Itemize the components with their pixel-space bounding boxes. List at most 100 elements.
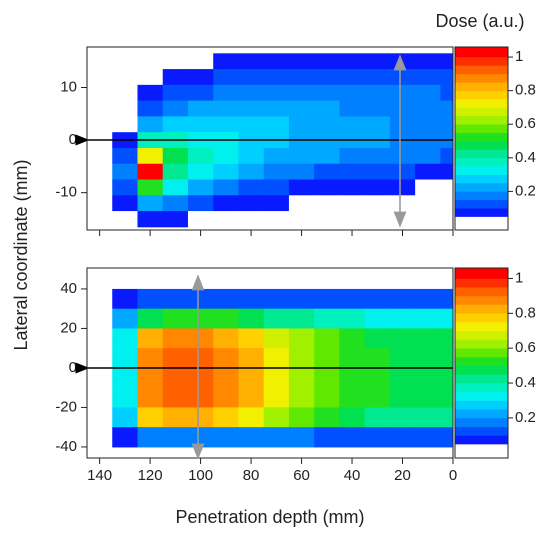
heat-cell — [364, 147, 391, 165]
heat-cell — [112, 387, 138, 408]
heat-cell — [339, 308, 366, 329]
heat-cell — [263, 53, 290, 70]
colorbar-band — [455, 182, 508, 192]
colorbar-band — [455, 435, 508, 445]
y-tick-label: 0 — [69, 131, 77, 148]
colorbar-tick-label: 0.6 — [515, 115, 536, 132]
heat-cell — [440, 308, 453, 329]
heat-cell — [213, 84, 239, 102]
heat-cell — [314, 116, 340, 133]
heat-cell — [440, 53, 453, 70]
heat-cell — [162, 69, 189, 86]
heat-cell — [415, 179, 441, 196]
heat-cell — [238, 308, 265, 329]
heat-cell — [389, 387, 416, 408]
heat-cell — [288, 53, 315, 70]
heat-cell — [238, 387, 265, 408]
heat-cell — [87, 84, 113, 102]
colorbar-band — [455, 65, 508, 75]
y-tick-label: -10 — [55, 184, 77, 201]
heat-cell — [314, 100, 340, 117]
heat-cell — [288, 163, 315, 181]
colorbar-band — [455, 391, 508, 401]
heat-cell — [213, 288, 239, 310]
heat-cell — [263, 348, 290, 369]
heat-cell — [440, 84, 453, 102]
colorbar-band — [455, 47, 508, 58]
heat-cell — [213, 100, 239, 117]
heat-cell — [87, 387, 113, 408]
heat-cell — [213, 195, 239, 212]
heat-cell — [112, 348, 138, 369]
colorbar-tick-label: 0.8 — [515, 82, 536, 99]
heat-cell — [87, 53, 113, 70]
heat-cell — [314, 53, 340, 70]
heat-cell — [213, 387, 239, 408]
heat-cell — [440, 211, 453, 228]
heat-cell — [187, 211, 214, 228]
heat-cell — [339, 147, 366, 165]
heat-cell — [187, 53, 214, 70]
colorbar-band — [455, 199, 508, 209]
heat-cell — [87, 179, 113, 196]
heat-cell — [162, 147, 189, 165]
heat-cell — [415, 69, 441, 86]
heat-cell — [187, 387, 214, 408]
heat-cell — [137, 100, 164, 117]
heat-cell — [162, 387, 189, 408]
heat-cell — [415, 195, 441, 212]
heat-cell — [238, 53, 265, 70]
heat-cell — [112, 163, 138, 181]
heat-cell — [415, 211, 441, 228]
heat-cell — [87, 367, 113, 389]
heat-cell — [364, 211, 391, 228]
heat-cell — [112, 84, 138, 102]
heat-cell — [263, 179, 290, 196]
y-tick-label: 10 — [60, 78, 77, 95]
colorbar-band — [455, 374, 508, 384]
colorbar-band — [455, 115, 508, 125]
heat-cell — [187, 308, 214, 329]
heat-cell — [238, 427, 265, 448]
heat-cell — [415, 53, 441, 70]
colorbar-frame — [454, 267, 509, 459]
heat-cell — [364, 348, 391, 369]
heat-cell — [314, 179, 340, 196]
heat-cell — [87, 308, 113, 329]
heat-cell — [112, 328, 138, 349]
heat-cell — [288, 69, 315, 86]
heat-cell — [162, 328, 189, 349]
heat-cell — [440, 427, 453, 448]
heat-cell — [339, 367, 366, 389]
heat-cell — [288, 348, 315, 369]
heat-cell — [288, 328, 315, 349]
y-tick-label: 20 — [60, 319, 77, 336]
heat-cell — [415, 427, 441, 448]
colorbar-band — [455, 82, 508, 91]
heat-cell — [288, 84, 315, 102]
heat-cell — [364, 308, 391, 329]
colorbar-band — [455, 356, 508, 366]
heat-cell — [339, 211, 366, 228]
heat-cell — [339, 328, 366, 349]
heat-cell — [440, 367, 453, 389]
heat-cell — [213, 308, 239, 329]
heat-cell — [415, 348, 441, 369]
colorbar-band — [455, 304, 508, 314]
heat-cell — [263, 308, 290, 329]
heat-cell — [263, 84, 290, 102]
heat-cell — [440, 195, 453, 212]
heat-cell — [137, 53, 164, 70]
heat-cell — [162, 348, 189, 369]
x-tick-label: 100 — [188, 467, 213, 484]
heat-cell — [339, 427, 366, 448]
heat-cell — [162, 211, 189, 228]
heat-cell — [288, 387, 315, 408]
heat-cell — [415, 147, 441, 165]
annotations — [75, 54, 453, 460]
colorbar-band — [455, 330, 508, 340]
heat-cell — [162, 308, 189, 329]
x-tick-label: 80 — [243, 467, 260, 484]
heat-cell — [263, 100, 290, 117]
